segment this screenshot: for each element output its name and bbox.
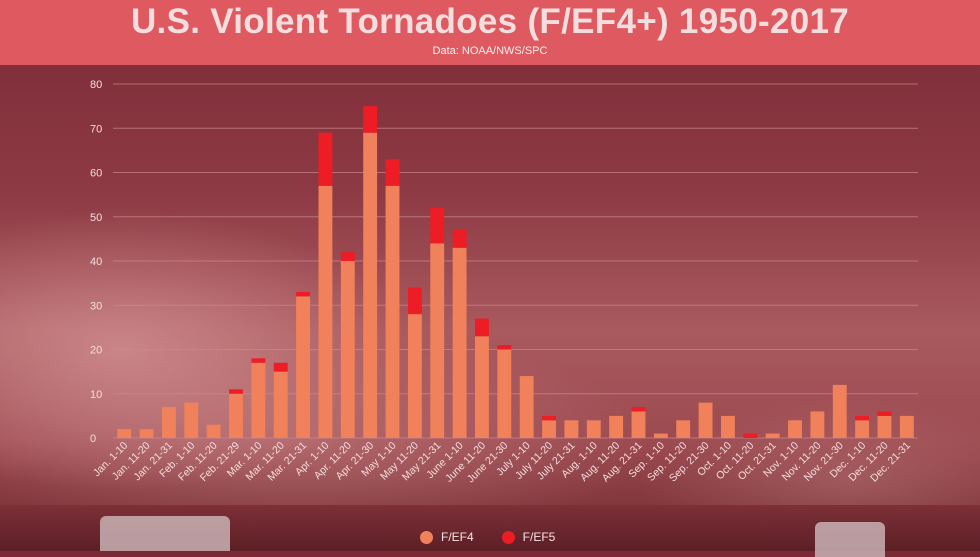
bar-ef4	[631, 411, 646, 438]
bar-ef4	[296, 296, 311, 438]
chart-header: U.S. Violent Tornadoes (F/EF4+) 1950-201…	[0, 0, 980, 65]
bar-ef4	[877, 415, 892, 438]
bar-ef5	[542, 415, 556, 421]
bar-ef4	[497, 349, 512, 438]
bar-ef5	[855, 415, 870, 421]
bar-ef4	[653, 433, 668, 438]
legend-item-ef5: F/EF5	[501, 530, 556, 544]
bar-ef4	[676, 420, 691, 438]
bar-ef5	[743, 433, 758, 438]
bar-ef4	[206, 424, 221, 438]
bar-ef5	[631, 407, 646, 412]
legend-swatch-ef4	[420, 530, 433, 544]
bars	[117, 106, 914, 439]
bar-ef4	[184, 402, 199, 438]
bar-ef4	[698, 402, 713, 438]
bar-ef5	[497, 345, 512, 350]
legend-item-ef4: F/EF4	[420, 530, 474, 544]
chart-title: U.S. Violent Tornadoes (F/EF4+) 1950-201…	[130, 2, 850, 41]
bar-ef4	[318, 185, 333, 438]
bar-ef5	[407, 287, 422, 315]
y-tick-label: 20	[90, 345, 102, 357]
y-tick-label: 30	[90, 300, 102, 312]
bar-ef4	[273, 371, 288, 438]
bar-ef4	[564, 420, 579, 438]
bar-ef4	[340, 261, 355, 438]
bar-ef5	[877, 411, 892, 416]
bar-ef4	[609, 415, 624, 438]
bar-ef4	[139, 429, 154, 438]
bar-ef4	[899, 415, 914, 438]
legend-label-ef4: F/EF4	[441, 530, 474, 544]
background-storm-photo	[0, 120, 980, 551]
y-tick-label: 70	[90, 123, 102, 135]
chart-legend: F/EF4 F/EF5	[420, 530, 555, 544]
bar-ef5	[229, 389, 243, 394]
background-vehicle	[100, 516, 230, 551]
bar-ef4	[519, 376, 534, 438]
bar-ef5	[296, 291, 311, 297]
bar-ef4	[832, 384, 847, 438]
bar-ef4	[251, 362, 266, 438]
bar-ef4	[855, 420, 870, 438]
bar-ef4	[475, 336, 489, 438]
y-tick-label: 40	[90, 256, 102, 268]
y-tick-label: 0	[90, 433, 96, 445]
legend-label-ef5: F/EF5	[522, 530, 556, 544]
bar-ef5	[452, 230, 467, 248]
bar-ef5	[251, 358, 266, 363]
bar-ef4	[430, 243, 445, 438]
gridlines	[113, 83, 918, 439]
y-tick-label: 80	[90, 79, 102, 91]
bar-ef5	[385, 159, 400, 186]
y-tick-label: 50	[90, 212, 102, 224]
bar-ef4	[117, 429, 132, 438]
bar-ef4	[788, 420, 802, 438]
legend-swatch-ef5	[501, 530, 515, 544]
bar-ef4	[542, 420, 556, 438]
bar-ef4	[407, 314, 422, 438]
bar-ef5	[273, 362, 288, 372]
bar-ef4	[363, 132, 378, 439]
bar-ef4	[810, 411, 825, 438]
bar-ef5	[318, 132, 333, 186]
bar-ef4	[586, 420, 601, 438]
y-tick-label: 60	[90, 168, 102, 180]
bar-ef4	[229, 393, 243, 438]
bar-ef5	[363, 106, 378, 133]
y-axis: 0 10 20 30 40 50 60 70 80	[90, 79, 102, 445]
bar-ef4	[720, 415, 735, 438]
chart-subtitle: Data: NOAA/NWS/SPC	[432, 45, 548, 57]
bar-ef5	[340, 252, 355, 261]
bar-ef4	[765, 433, 780, 438]
bar-ef5	[475, 318, 489, 337]
bar-ef4	[385, 185, 400, 438]
y-tick-label: 10	[90, 389, 102, 401]
bar-ef5	[430, 207, 445, 244]
bar-ef4	[452, 247, 467, 438]
bar-ef4	[161, 407, 176, 438]
